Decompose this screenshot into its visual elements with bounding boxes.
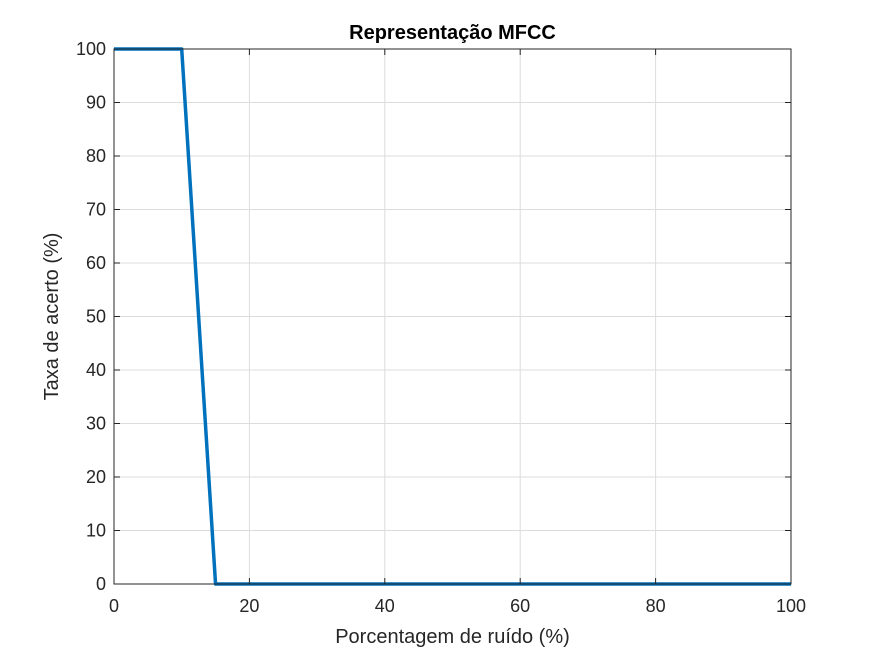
y-tick-label: 30 xyxy=(86,414,106,434)
y-axis-label: Taxa de acerto (%) xyxy=(41,233,63,401)
x-tick-label: 40 xyxy=(375,596,395,616)
y-tick-labels: 0 10 20 30 40 50 60 70 80 90 100 xyxy=(76,39,106,594)
y-tick-label: 40 xyxy=(86,360,106,380)
y-tick-label: 0 xyxy=(96,574,106,594)
grid-lines xyxy=(113,48,792,585)
y-tick-label: 20 xyxy=(86,467,106,487)
y-tick-label: 100 xyxy=(76,39,106,59)
tick-marks xyxy=(113,48,792,585)
y-tick-label: 10 xyxy=(86,521,106,541)
y-tick-label: 70 xyxy=(86,200,106,220)
y-tick-label: 90 xyxy=(86,93,106,113)
chart-title: Representação MFCC xyxy=(349,22,556,44)
x-tick-label: 80 xyxy=(646,596,666,616)
x-tick-label: 20 xyxy=(239,596,259,616)
y-tick-label: 60 xyxy=(86,253,106,273)
y-tick-label: 50 xyxy=(86,307,106,327)
x-tick-label: 60 xyxy=(510,596,530,616)
x-axis-label: Porcentagem de ruído (%) xyxy=(335,626,570,648)
y-tick-label: 80 xyxy=(86,146,106,166)
x-tick-label: 0 xyxy=(109,596,119,616)
x-tick-labels: 0 20 40 60 80 100 xyxy=(109,596,806,616)
x-tick-label: 100 xyxy=(776,596,806,616)
